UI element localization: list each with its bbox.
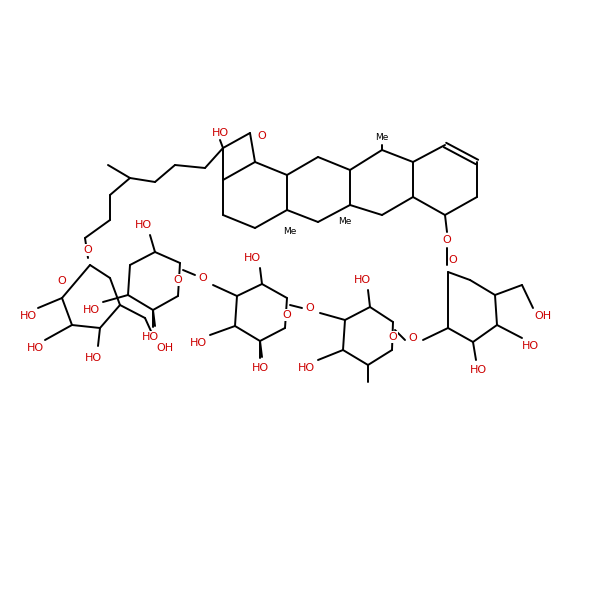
Text: O: O: [305, 303, 314, 313]
Text: HO: HO: [251, 363, 269, 373]
Text: HO: HO: [142, 332, 158, 342]
Text: O: O: [389, 332, 397, 342]
Text: Me: Me: [283, 227, 296, 236]
Text: O: O: [449, 255, 457, 265]
Text: O: O: [283, 310, 292, 320]
Text: HO: HO: [298, 363, 314, 373]
Text: HO: HO: [190, 338, 206, 348]
Text: Me: Me: [338, 217, 352, 226]
Text: O: O: [409, 333, 418, 343]
Text: O: O: [199, 273, 208, 283]
Text: HO: HO: [469, 365, 487, 375]
Text: O: O: [257, 131, 266, 141]
Text: OH: OH: [157, 343, 173, 353]
Text: HO: HO: [134, 220, 152, 230]
Text: HO: HO: [521, 341, 539, 351]
Text: HO: HO: [211, 128, 229, 138]
Text: O: O: [58, 276, 67, 286]
Text: HO: HO: [244, 253, 260, 263]
Text: Me: Me: [376, 133, 389, 142]
Text: O: O: [443, 235, 451, 245]
Text: HO: HO: [82, 305, 100, 315]
Text: O: O: [83, 245, 92, 255]
Text: OH: OH: [535, 311, 551, 321]
Text: HO: HO: [26, 343, 44, 353]
Text: HO: HO: [19, 311, 37, 321]
Text: HO: HO: [85, 353, 101, 363]
Text: HO: HO: [353, 275, 371, 285]
Text: O: O: [173, 275, 182, 285]
